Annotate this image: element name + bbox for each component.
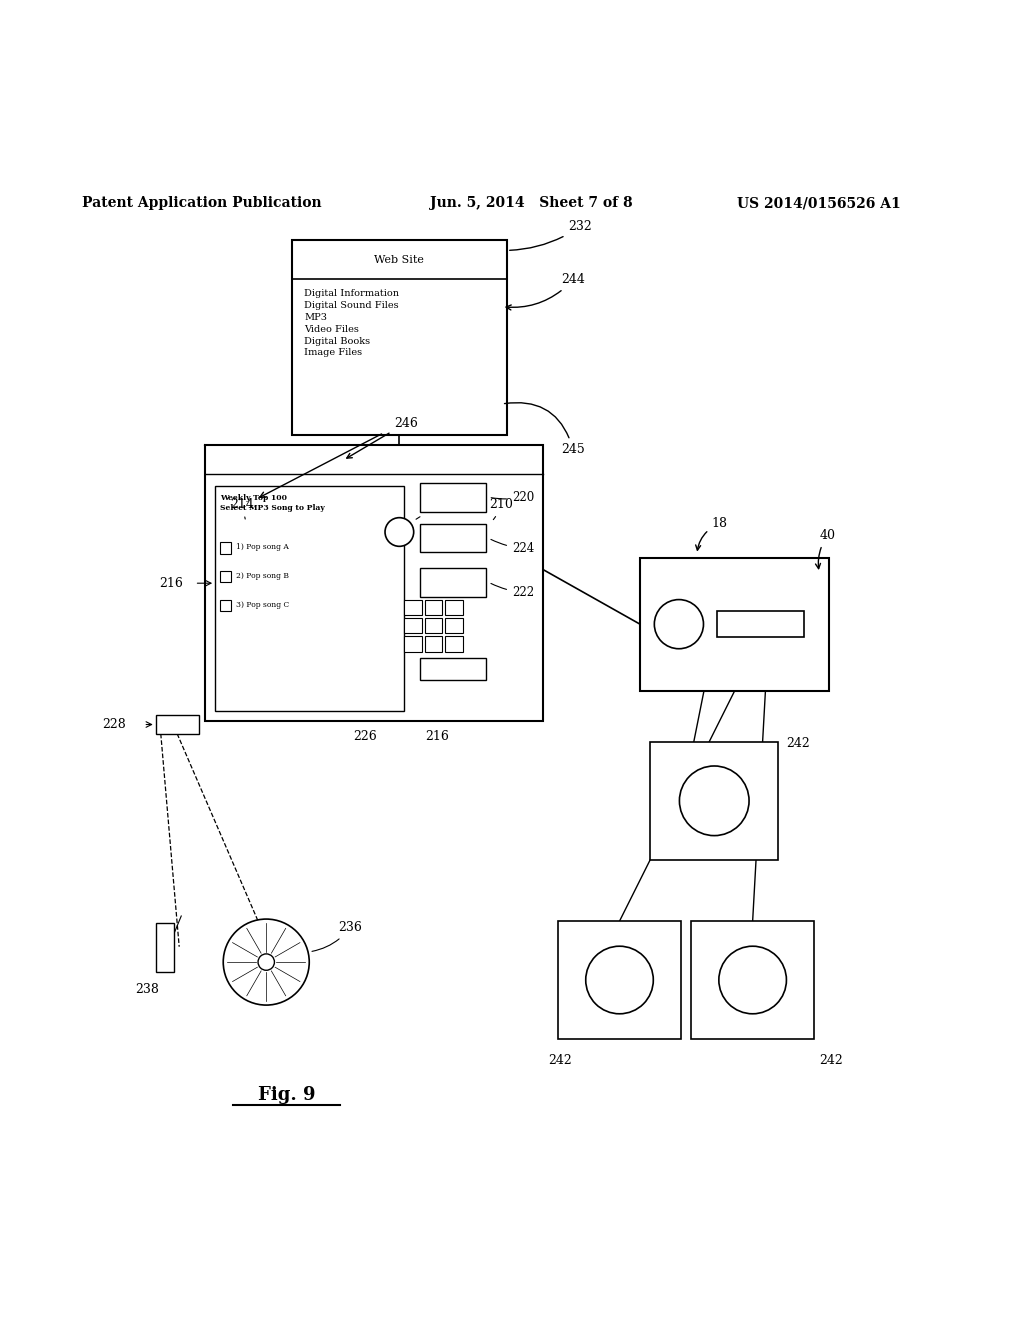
FancyBboxPatch shape — [640, 557, 829, 690]
FancyBboxPatch shape — [420, 568, 486, 597]
Text: 234: 234 — [416, 499, 449, 519]
FancyBboxPatch shape — [650, 742, 778, 859]
FancyBboxPatch shape — [404, 636, 422, 652]
Text: 242: 242 — [548, 1055, 571, 1068]
Text: 3) Pop song C: 3) Pop song C — [236, 601, 289, 609]
FancyBboxPatch shape — [558, 921, 681, 1039]
Text: Patent Application Publication: Patent Application Publication — [82, 197, 322, 210]
Circle shape — [586, 946, 653, 1014]
Text: 245: 245 — [505, 403, 585, 457]
Text: Digital Information
Digital Sound Files
MP3
Video Files
Digital Books
Image File: Digital Information Digital Sound Files … — [304, 289, 399, 358]
FancyBboxPatch shape — [425, 618, 442, 634]
FancyBboxPatch shape — [156, 715, 199, 734]
Text: 214: 214 — [230, 499, 254, 519]
FancyBboxPatch shape — [425, 636, 442, 652]
Text: 238: 238 — [135, 983, 159, 995]
Circle shape — [719, 946, 786, 1014]
Text: 228: 228 — [102, 718, 126, 731]
Text: Fig. 9: Fig. 9 — [258, 1086, 315, 1105]
Circle shape — [680, 766, 750, 836]
FancyBboxPatch shape — [205, 445, 543, 722]
Text: US 2014/0156526 A1: US 2014/0156526 A1 — [737, 197, 901, 210]
Circle shape — [654, 599, 703, 648]
Text: 226: 226 — [353, 730, 377, 743]
Text: 40: 40 — [815, 529, 836, 569]
Text: 224: 224 — [490, 540, 535, 554]
FancyBboxPatch shape — [420, 657, 486, 681]
Text: 210: 210 — [489, 499, 513, 520]
Text: 246: 246 — [347, 417, 418, 458]
Text: Web Site: Web Site — [375, 255, 424, 264]
FancyBboxPatch shape — [420, 524, 486, 553]
Text: Jun. 5, 2014   Sheet 7 of 8: Jun. 5, 2014 Sheet 7 of 8 — [430, 197, 633, 210]
FancyBboxPatch shape — [292, 240, 507, 434]
FancyBboxPatch shape — [420, 483, 486, 512]
Circle shape — [223, 919, 309, 1005]
Text: 216: 216 — [159, 577, 182, 590]
Text: 232: 232 — [510, 220, 592, 251]
FancyBboxPatch shape — [425, 599, 442, 615]
Text: 242: 242 — [786, 737, 810, 750]
Text: Weekly Top 100
Select MP3 Song to Play: Weekly Top 100 Select MP3 Song to Play — [220, 494, 325, 512]
Text: 222: 222 — [490, 583, 535, 599]
FancyBboxPatch shape — [156, 923, 174, 973]
Text: 1) Pop song A: 1) Pop song A — [236, 544, 289, 552]
Circle shape — [385, 517, 414, 546]
FancyBboxPatch shape — [445, 599, 463, 615]
FancyBboxPatch shape — [404, 618, 422, 634]
FancyBboxPatch shape — [717, 611, 804, 638]
FancyBboxPatch shape — [445, 618, 463, 634]
FancyBboxPatch shape — [215, 486, 404, 711]
FancyBboxPatch shape — [691, 921, 814, 1039]
FancyBboxPatch shape — [445, 636, 463, 652]
FancyBboxPatch shape — [404, 599, 422, 615]
FancyBboxPatch shape — [220, 599, 231, 611]
Circle shape — [258, 954, 274, 970]
Text: 236: 236 — [312, 921, 361, 952]
Text: 2) Pop song B: 2) Pop song B — [236, 572, 289, 579]
FancyBboxPatch shape — [220, 543, 231, 553]
Text: 244: 244 — [506, 273, 585, 310]
Text: 18: 18 — [695, 517, 728, 550]
FancyBboxPatch shape — [220, 572, 231, 582]
Text: 242: 242 — [819, 1055, 843, 1068]
Text: 216: 216 — [425, 730, 449, 743]
Text: 220: 220 — [492, 491, 535, 504]
